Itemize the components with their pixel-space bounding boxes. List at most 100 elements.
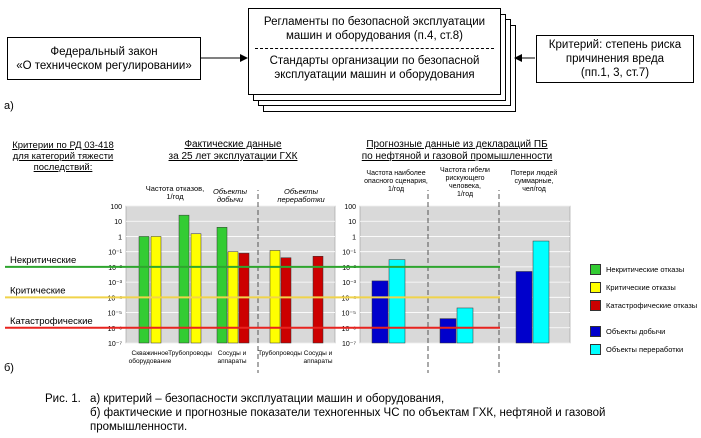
y-tick-label: 1: [352, 234, 356, 241]
federal-law-line2: «О техническом регулировании»: [16, 59, 192, 72]
bar-actual-1-3: [216, 227, 228, 344]
y-tick-label: 10⁻¹: [108, 250, 122, 257]
legend-swatch: [590, 344, 601, 355]
y-tick-label: 10⁻⁵: [342, 311, 356, 318]
legend-swatch: [590, 264, 601, 275]
regulations-divider: [255, 48, 494, 49]
label-a: а): [4, 100, 14, 112]
legend-item: Критические отказы: [590, 282, 676, 293]
legend-item: Некритические отказы: [590, 264, 684, 275]
x-category-label: Сосуды и: [304, 350, 333, 357]
criteria-header-line3: последствий:: [33, 162, 93, 173]
legend-swatch: [590, 282, 601, 293]
arrow-head-left: [240, 54, 248, 62]
group-mining-label: Объекты добычи: [212, 187, 248, 204]
legend-item: Катастрофические отказы: [590, 300, 697, 311]
legend-swatch: [590, 300, 601, 311]
criterion-label-2: Критические: [10, 285, 66, 296]
legend-swatch: [590, 326, 601, 337]
y-tick-label: 10⁻⁵: [108, 311, 122, 318]
figure-number: Рис. 1.: [45, 393, 81, 405]
forecast-label-1-line2: опасного сценария,: [364, 178, 428, 185]
legend-label: Критические отказы: [606, 283, 676, 292]
forecast-label-1: Частота наиболее опасного сценария, 1/го…: [362, 170, 430, 194]
y-tick-label: 10⁻²: [342, 265, 356, 272]
forecast-label-1-line3: 1/год: [387, 186, 405, 193]
y-tick-label: 1: [118, 234, 122, 241]
forecast-header-line2: по нефтяной и газовой промышленности: [361, 151, 553, 162]
regulations-line2: машин и оборудования (п.4, ст.8): [285, 30, 463, 42]
y-tick-label: 100: [344, 204, 356, 211]
criteria-header-line2: для категорий тяжести: [12, 151, 114, 162]
y-tick-label: 100: [110, 204, 122, 211]
legend-item: Объекты добычи: [590, 326, 665, 337]
x-category-label: Трубопроводы: [258, 349, 302, 357]
forecast-header-line1: Прогнозные данные из деклараций ПБ: [366, 139, 548, 150]
caption-line1: а) критерий – безопасности эксплуатации …: [90, 393, 445, 405]
actual-data-header: Фактические данные за 25 лет эксплуатаци…: [158, 139, 308, 163]
x-category-label: Трубопроводы: [168, 349, 212, 357]
y-tick-label: 10⁻⁷: [342, 341, 356, 348]
bar-actual-3-5: [312, 255, 324, 344]
y-tick-label: 10⁻³: [108, 280, 122, 287]
criteria-header-line1: Критерии по РД 03-418: [12, 140, 114, 151]
y-tick-label: 10⁻⁶: [108, 326, 122, 333]
bar-forecast-2-2: [456, 307, 474, 344]
standards-line2: эксплуатации машин и оборудования: [274, 69, 475, 81]
criteria-header: Критерии по РД 03-418 для категорий тяже…: [3, 140, 123, 173]
bar-forecast-2-1: [388, 259, 406, 344]
criterion-label-1: Некритические: [10, 255, 76, 266]
legend-item: Объекты переработки: [590, 344, 683, 355]
bar-forecast-1-1: [371, 280, 389, 344]
x-category-label: Сосуды и: [218, 350, 247, 357]
forecast-label-2-line2: рискующего: [445, 175, 485, 182]
legend-label: Катастрофические отказы: [606, 301, 698, 310]
forecast-label-1-line1: Частота наиболее: [366, 170, 426, 177]
standards-line1: Стандарты организации по безопасной: [269, 55, 480, 67]
actual-ylabel: Частота отказов, 1/год: [140, 185, 210, 201]
regulations-box: Регламенты по безопасной эксплуатации ма…: [248, 8, 501, 95]
label-b: б): [4, 362, 14, 374]
y-tick-label: 10⁻¹: [342, 250, 356, 257]
bar-actual-3-4: [280, 257, 292, 344]
forecast-label-2: Частота гибели рискующего человека, 1/го…: [432, 167, 498, 199]
x-category-label: аппараты: [217, 358, 246, 365]
y-tick-label: 10⁻⁶: [342, 326, 356, 333]
forecast-label-2-line1: Частота гибели: [440, 167, 490, 174]
risk-criterion-box: Критерий: степень риска причинения вреда…: [536, 35, 694, 83]
group-processing-label: Объекты переработки: [277, 187, 325, 204]
bar-actual-2-2: [190, 233, 202, 344]
forecast-label-3: Потери людей суммарные, чел/год: [501, 170, 567, 194]
x-category-label: аппараты: [303, 358, 332, 365]
actual-header-line1: Фактические данные: [184, 139, 282, 150]
y-tick-label: 10⁻²: [108, 265, 122, 272]
x-category-label: Скважинное: [132, 350, 169, 357]
forecast-label-3-line3: чел/год: [522, 186, 546, 193]
part-a-arrows: [200, 54, 535, 62]
risk-criterion-line1: Критерий: степень риска: [548, 39, 682, 51]
arrow-head-right: [514, 54, 522, 62]
caption-line2: б) фактические и прогнозные показатели т…: [90, 407, 606, 419]
actual-ylabel-line1: Частота отказов,: [145, 184, 205, 193]
y-tick-label: 10: [114, 219, 122, 226]
risk-chart: 100 10 1 10⁻¹ 10⁻² 10⁻³ 10⁻⁴ 10⁻⁵ 10⁻⁶ 10⁻⁷ 100 10 1…: [5, 190, 571, 373]
y-tick-label: 10⁻³: [342, 280, 356, 287]
caption-line3: промышленности.: [90, 421, 188, 433]
risk-criterion-line2: причинения вреда: [565, 53, 665, 65]
y-tick-label: 10⁻⁷: [108, 341, 122, 348]
bar-forecast-1-2: [439, 318, 457, 344]
forecast-label-2-line3: человека,: [449, 183, 481, 190]
legend-label: Объекты переработки: [606, 345, 684, 354]
legend-label: Объекты добычи: [606, 327, 666, 336]
forecast-label-3-line1: Потери людей: [510, 170, 558, 177]
forecast-data-header: Прогнозные данные из деклараций ПБ по не…: [352, 139, 562, 163]
criterion-label-3: Катастрофические: [10, 316, 93, 327]
federal-law-line1: Федеральный закон: [50, 45, 158, 58]
bar-actual-2-1: [150, 236, 162, 344]
bar-actual-1-1: [138, 236, 150, 344]
legend-label: Некритические отказы: [606, 265, 685, 274]
regulations-line1: Регламенты по безопасной эксплуатации: [263, 16, 486, 28]
actual-header-line2: за 25 лет эксплуатации ГХК: [168, 151, 298, 162]
bar-forecast-2-3: [532, 240, 550, 344]
bar-actual-1-2: [178, 214, 190, 344]
